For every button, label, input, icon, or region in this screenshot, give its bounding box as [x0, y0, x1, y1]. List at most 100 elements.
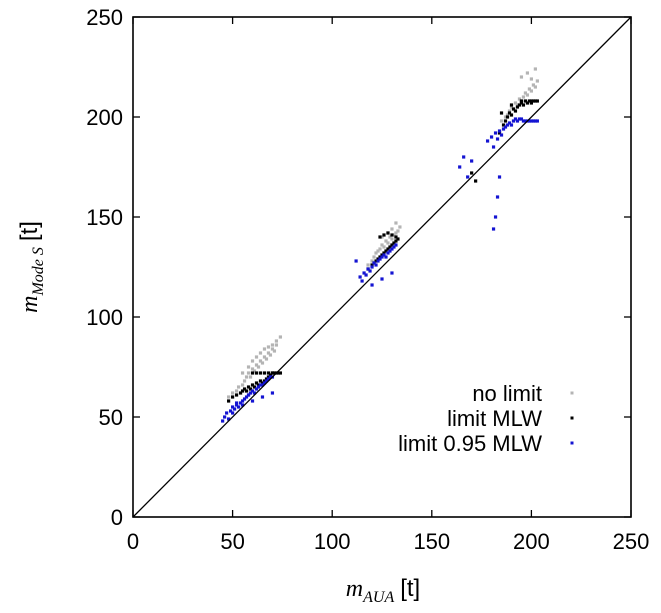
- data-point: [264, 357, 269, 361]
- legend-label-2: limit 0.95 MLW: [398, 431, 542, 456]
- data-point: [390, 243, 394, 247]
- data-point: [225, 411, 229, 415]
- data-point: [240, 403, 245, 407]
- data-point: [246, 371, 251, 375]
- data-point: [227, 395, 231, 399]
- data-point: [491, 145, 496, 149]
- data-point: [505, 115, 510, 119]
- data-point: [262, 347, 267, 351]
- data-point: [513, 101, 518, 105]
- data-point: [254, 355, 259, 359]
- data-point: [254, 371, 259, 375]
- data-point: [250, 371, 255, 375]
- data-point: [527, 87, 532, 91]
- data-point: [470, 171, 474, 175]
- y-tick-label: 100: [86, 305, 123, 330]
- data-point: [499, 119, 504, 123]
- data-point: [232, 407, 237, 411]
- data-point: [246, 393, 251, 397]
- legend-label-1: limit MLW: [447, 406, 542, 431]
- data-point: [495, 195, 500, 199]
- data-point: [388, 235, 392, 239]
- data-point: [384, 255, 388, 259]
- data-point: [462, 155, 466, 159]
- data-points-layer: [221, 67, 539, 423]
- data-point: [511, 119, 516, 123]
- data-point: [227, 399, 231, 403]
- data-point: [386, 241, 390, 245]
- data-point: [505, 113, 510, 117]
- data-point: [260, 381, 265, 385]
- data-point: [376, 259, 380, 263]
- data-point: [390, 271, 394, 275]
- data-point: [503, 119, 508, 123]
- data-point: [378, 257, 382, 261]
- data-point: [370, 283, 374, 287]
- data-point: [382, 253, 386, 257]
- data-point: [394, 239, 398, 243]
- data-point: [252, 385, 257, 389]
- data-point: [507, 109, 512, 113]
- data-point: [260, 361, 265, 365]
- data-point: [250, 359, 255, 363]
- data-point: [229, 409, 233, 413]
- data-point: [223, 415, 227, 419]
- data-point: [386, 251, 390, 255]
- y-axis-title-unit: [t]: [16, 221, 43, 241]
- data-point: [266, 351, 271, 355]
- data-point: [362, 271, 366, 275]
- data-point: [256, 385, 261, 389]
- data-point: [378, 255, 382, 259]
- data-point: [278, 371, 283, 375]
- data-point: [262, 379, 267, 383]
- data-point: [268, 375, 273, 379]
- data-point: [382, 245, 386, 249]
- data-point: [519, 101, 524, 105]
- data-point: [521, 119, 526, 123]
- data-point: [382, 233, 386, 237]
- series-0-points: [227, 67, 539, 399]
- data-point: [386, 247, 390, 251]
- data-point: [370, 265, 374, 269]
- data-point: [501, 127, 506, 131]
- data-point: [529, 89, 533, 93]
- data-point: [509, 113, 514, 117]
- data-point: [533, 99, 537, 103]
- data-point: [519, 75, 524, 79]
- data-point: [503, 115, 508, 119]
- data-point: [529, 101, 533, 105]
- legend-marker-2: [570, 441, 574, 445]
- data-point: [276, 371, 281, 375]
- data-point: [392, 241, 396, 245]
- data-point: [238, 391, 243, 395]
- data-point: [270, 343, 275, 347]
- data-point: [264, 377, 269, 381]
- data-point: [466, 175, 470, 179]
- data-point: [495, 137, 500, 141]
- data-point: [370, 263, 374, 267]
- data-point: [509, 105, 514, 109]
- data-point: [234, 403, 239, 407]
- data-point: [238, 401, 243, 405]
- data-point: [384, 239, 388, 243]
- data-point: [266, 345, 271, 349]
- data-point: [509, 123, 514, 127]
- data-point: [493, 215, 498, 219]
- data-point: [390, 227, 394, 231]
- data-point: [378, 247, 382, 251]
- data-point: [531, 119, 535, 123]
- data-point: [507, 111, 512, 115]
- data-point: [386, 231, 390, 235]
- data-point: [388, 249, 392, 253]
- data-point: [272, 349, 277, 353]
- x-axis-title: mAUA [t]: [346, 575, 420, 606]
- data-point: [242, 397, 247, 401]
- data-point: [523, 119, 528, 123]
- data-point: [272, 371, 277, 375]
- data-point: [531, 99, 535, 103]
- data-point: [507, 121, 512, 125]
- data-point: [380, 277, 384, 281]
- data-point: [240, 389, 245, 393]
- data-point: [242, 387, 247, 391]
